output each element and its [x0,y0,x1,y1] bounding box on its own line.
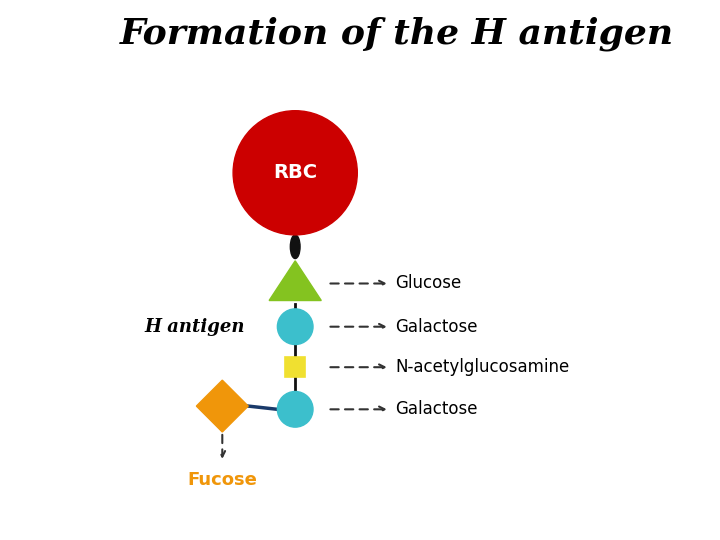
Text: H antigen: H antigen [144,318,245,336]
Polygon shape [269,261,321,300]
Bar [285,357,305,377]
Ellipse shape [290,235,300,259]
Text: Galactose: Galactose [395,400,477,418]
Text: Formation of the H antigen: Formation of the H antigen [120,16,674,51]
Circle shape [233,111,357,235]
Text: RBC: RBC [273,163,318,183]
Text: N-acetylglucosamine: N-acetylglucosamine [395,358,570,376]
Text: Fucose: Fucose [187,471,257,489]
Circle shape [277,392,313,427]
Text: Galactose: Galactose [395,318,477,336]
Polygon shape [197,380,248,432]
Text: Glucose: Glucose [395,274,462,293]
Circle shape [277,309,313,345]
